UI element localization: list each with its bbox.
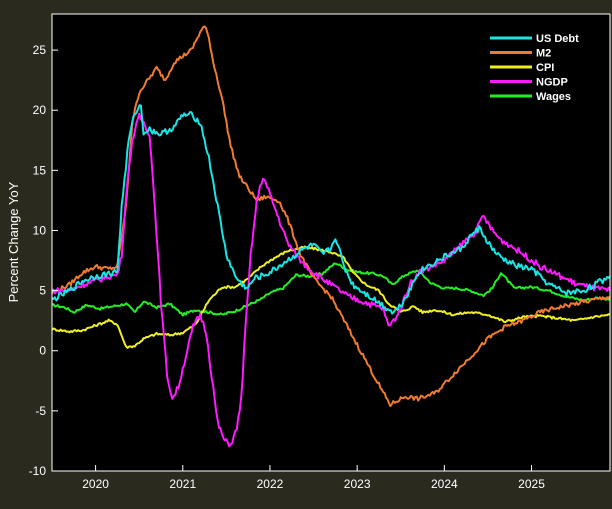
legend: US Debt M2 CPI NGDP Wages xyxy=(490,33,579,103)
y-tick-label: -5 xyxy=(35,404,46,418)
y-tick-label: 0 xyxy=(39,344,46,358)
y-tick-label: -10 xyxy=(29,464,47,478)
x-tick-label: 2020 xyxy=(82,477,109,491)
y-tick-label: 15 xyxy=(33,163,47,177)
plot-frame xyxy=(51,13,611,472)
y-tick-label: 25 xyxy=(33,43,47,57)
x-tick-label: 2025 xyxy=(518,477,545,491)
y-tick-label: 5 xyxy=(39,284,46,298)
y-axis-label: Percent Change YoY xyxy=(6,181,21,302)
plot-area xyxy=(52,14,610,471)
legend-label: M2 xyxy=(536,48,551,60)
legend-label: NGDP xyxy=(536,77,568,89)
x-tick-label: 2022 xyxy=(257,477,284,491)
series-line-ngdp xyxy=(51,112,611,448)
legend-label: Wages xyxy=(536,91,571,103)
y-tick-label: 10 xyxy=(33,223,47,237)
y-tick-label: 20 xyxy=(33,103,47,117)
legend-label: CPI xyxy=(536,62,554,74)
series-line-us-debt xyxy=(51,104,611,315)
x-tick-label: 2024 xyxy=(431,477,458,491)
series-line-cpi xyxy=(51,245,611,349)
series-line-wages xyxy=(51,262,611,317)
series-line-m2 xyxy=(51,25,611,408)
x-tick-label: 2023 xyxy=(344,477,371,491)
legend-label: US Debt xyxy=(536,33,579,45)
series-layer xyxy=(51,25,611,448)
x-tick-label: 2021 xyxy=(169,477,196,491)
